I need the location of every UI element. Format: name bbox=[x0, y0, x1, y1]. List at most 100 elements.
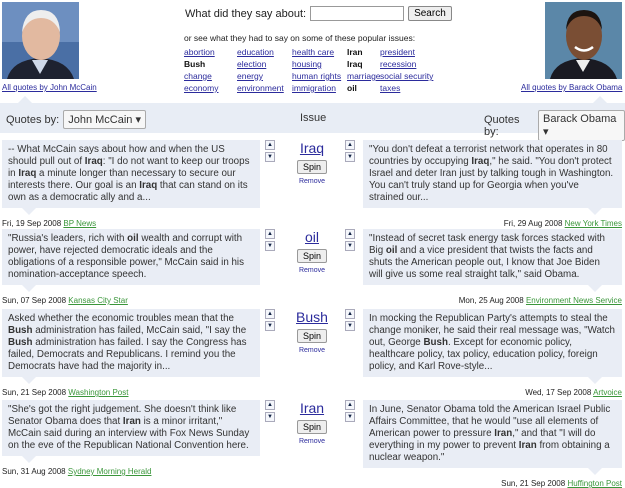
move-down-icon[interactable]: ▼ bbox=[265, 412, 275, 422]
source-link[interactable]: Environment News Service bbox=[525, 296, 622, 305]
source-link[interactable]: Kansas City Star bbox=[68, 296, 128, 305]
reorder-arrows: ▲ ▼ bbox=[345, 400, 355, 424]
quote-segment: administration has failed. I say the Con… bbox=[8, 337, 247, 372]
source-link[interactable]: Sydney Morning Herald bbox=[67, 467, 152, 476]
issue-link[interactable]: marriage bbox=[347, 71, 381, 81]
bubble-pointer bbox=[22, 208, 36, 215]
issue-link[interactable]: human rights bbox=[292, 71, 342, 81]
issue-link[interactable]: recession bbox=[380, 59, 417, 69]
issue-cell: Iran Spin Remove bbox=[280, 400, 344, 445]
issue-link[interactable]: education bbox=[237, 47, 274, 57]
right-quotes-by: Quotes by: Barack Obama ▾ bbox=[484, 110, 625, 141]
issue-link[interactable]: social security bbox=[380, 71, 434, 81]
reorder-arrows: ▲ ▼ bbox=[345, 309, 355, 333]
source-link[interactable]: BP News bbox=[63, 219, 97, 228]
quote-segment: ," and that "I will do everything in my … bbox=[369, 428, 596, 451]
obama-quote-meta: Fri, 29 Aug 2008 New York Times bbox=[504, 219, 622, 228]
quote-segment: that can stand on its own as a democrati… bbox=[8, 180, 248, 203]
all-obama-quotes-link[interactable]: All quotes by Barack Obama bbox=[521, 83, 623, 92]
issue-link: Bush bbox=[184, 59, 206, 69]
issue-link[interactable]: president bbox=[380, 47, 415, 57]
issue-link[interactable]: abortion bbox=[184, 47, 215, 57]
spin-button[interactable]: Spin bbox=[296, 329, 327, 343]
issue-link[interactable]: economy bbox=[184, 83, 219, 93]
source-link[interactable]: Artvoice bbox=[593, 388, 622, 397]
source-link[interactable]: New York Times bbox=[564, 219, 622, 228]
move-down-icon[interactable]: ▼ bbox=[265, 321, 275, 331]
mccain-quote: Asked whether the economic troubles mean… bbox=[2, 309, 260, 384]
bubble-pointer bbox=[22, 285, 36, 292]
search-input[interactable] bbox=[310, 6, 405, 21]
issue-link: Iran bbox=[347, 47, 363, 57]
quote-text: In June, Senator Obama told the American… bbox=[369, 404, 610, 463]
issue-link[interactable]: housing bbox=[292, 59, 322, 69]
quote-segment: wealth and corrupt with power, have reje… bbox=[8, 233, 245, 280]
quote-segment: In mocking the Republican Party's attemp… bbox=[369, 313, 615, 348]
quote-date: Sun, 21 Sep 2008 bbox=[2, 388, 67, 397]
quote-segment: In June, Senator Obama told the American… bbox=[369, 404, 611, 439]
move-up-icon[interactable]: ▲ bbox=[345, 400, 355, 410]
move-down-icon[interactable]: ▼ bbox=[345, 321, 355, 331]
reorder-arrows: ▲ ▼ bbox=[345, 140, 355, 164]
all-mccain-quotes-link[interactable]: All quotes by John McCain bbox=[2, 83, 97, 92]
remove-link[interactable]: Remove bbox=[298, 178, 326, 185]
issue-link[interactable]: energy bbox=[237, 71, 263, 81]
issue-link[interactable]: taxes bbox=[380, 83, 401, 93]
spin-button[interactable]: Spin bbox=[296, 160, 327, 174]
issue-link[interactable]: election bbox=[237, 59, 267, 69]
move-down-icon[interactable]: ▼ bbox=[345, 241, 355, 251]
move-up-icon[interactable]: ▲ bbox=[265, 140, 275, 150]
move-down-icon[interactable]: ▼ bbox=[265, 241, 275, 251]
obama-quote: In June, Senator Obama told the American… bbox=[363, 400, 622, 475]
quote-segment: . Except for economic policy, healthcare… bbox=[369, 337, 598, 372]
quotes-by-label: Quotes by: bbox=[6, 113, 60, 126]
issue-link[interactable]: change bbox=[184, 71, 212, 81]
issue-grid: abortion education health care Iran presiden… bbox=[184, 46, 440, 94]
issue-link[interactable]: immigration bbox=[292, 83, 336, 93]
quote-segment: "You don't defeat a terrorist network th… bbox=[369, 144, 608, 167]
reorder-arrows: ▲ ▼ bbox=[265, 140, 275, 164]
issue-link[interactable]: health care bbox=[292, 47, 335, 57]
spin-button[interactable]: Spin bbox=[296, 420, 327, 434]
pointer bbox=[18, 96, 32, 103]
highlighted-keyword: Iran bbox=[518, 440, 537, 451]
issue-title-link[interactable]: Bush bbox=[296, 309, 328, 325]
remove-link[interactable]: Remove bbox=[298, 438, 326, 445]
remove-link[interactable]: Remove bbox=[298, 347, 326, 354]
quote-text: In mocking the Republican Party's attemp… bbox=[369, 313, 615, 372]
popular-issues: or see what they had to say on some of t… bbox=[184, 33, 440, 94]
bubble-pointer bbox=[588, 377, 602, 384]
move-up-icon[interactable]: ▲ bbox=[345, 140, 355, 150]
issue-link: oil bbox=[347, 83, 357, 93]
quotes-by-label: Quotes by: bbox=[484, 113, 520, 138]
move-down-icon[interactable]: ▼ bbox=[345, 412, 355, 422]
quote-segment: is a minor irritant," McCain said during… bbox=[8, 416, 250, 451]
reorder-arrows: ▲ ▼ bbox=[265, 309, 275, 333]
issue-link[interactable]: environment bbox=[237, 83, 284, 93]
source-link[interactable]: Huffington Post bbox=[567, 479, 622, 488]
obama-quote: "Instead of secret task energy task forc… bbox=[363, 229, 622, 292]
source-link[interactable]: Washington Post bbox=[68, 388, 129, 397]
move-up-icon[interactable]: ▲ bbox=[345, 309, 355, 319]
column-header-bar: Quotes by: John McCain ▾ Issue Quotes by… bbox=[0, 96, 625, 141]
move-up-icon[interactable]: ▲ bbox=[265, 400, 275, 410]
move-down-icon[interactable]: ▼ bbox=[345, 152, 355, 162]
right-candidate-select[interactable]: Barack Obama ▾ bbox=[537, 110, 625, 141]
move-up-icon[interactable]: ▲ bbox=[265, 229, 275, 239]
remove-link[interactable]: Remove bbox=[298, 267, 326, 274]
left-candidate-select[interactable]: John McCain ▾ bbox=[63, 110, 146, 129]
move-down-icon[interactable]: ▼ bbox=[265, 152, 275, 162]
quote-text: -- What McCain says about how and when t… bbox=[8, 144, 249, 203]
spin-button[interactable]: Spin bbox=[296, 249, 327, 263]
move-up-icon[interactable]: ▲ bbox=[265, 309, 275, 319]
move-up-icon[interactable]: ▲ bbox=[345, 229, 355, 239]
mccain-quote-meta: Sun, 07 Sep 2008 Kansas City Star bbox=[2, 296, 128, 305]
highlighted-keyword: Iraq bbox=[18, 168, 37, 179]
issue-title-link[interactable]: Iran bbox=[299, 400, 325, 416]
highlighted-keyword: Iraq bbox=[84, 156, 103, 167]
search-button[interactable]: Search bbox=[408, 6, 452, 21]
issue-title-link[interactable]: Iraq bbox=[299, 140, 325, 156]
mccain-quote: -- What McCain says about how and when t… bbox=[2, 140, 260, 215]
obama-photo bbox=[545, 2, 622, 79]
issue-title-link[interactable]: oil bbox=[304, 229, 319, 245]
